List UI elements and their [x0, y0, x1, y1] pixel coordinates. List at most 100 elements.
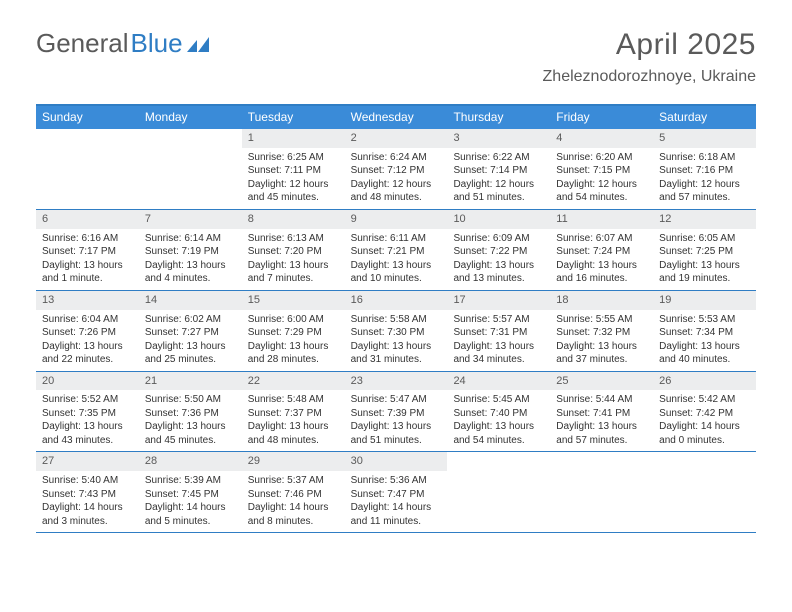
sunset-text: Sunset: 7:36 PM	[145, 407, 236, 421]
day-content: Sunrise: 5:37 AMSunset: 7:46 PMDaylight:…	[242, 471, 345, 532]
day-cell: 21Sunrise: 5:50 AMSunset: 7:36 PMDayligh…	[139, 372, 242, 452]
sunset-text: Sunset: 7:24 PM	[556, 245, 647, 259]
day-number: 30	[345, 452, 448, 471]
sunrise-text: Sunrise: 6:09 AM	[453, 232, 544, 246]
daylight-text: Daylight: 13 hours and 13 minutes.	[453, 259, 544, 286]
day-content: Sunrise: 6:18 AMSunset: 7:16 PMDaylight:…	[653, 148, 756, 209]
daylight-text: Daylight: 13 hours and 16 minutes.	[556, 259, 647, 286]
day-cell: 23Sunrise: 5:47 AMSunset: 7:39 PMDayligh…	[345, 372, 448, 452]
day-content: Sunrise: 6:24 AMSunset: 7:12 PMDaylight:…	[345, 148, 448, 209]
sunrise-text: Sunrise: 6:25 AM	[248, 151, 339, 165]
day-cell: 3Sunrise: 6:22 AMSunset: 7:14 PMDaylight…	[447, 129, 550, 209]
day-content: Sunrise: 5:42 AMSunset: 7:42 PMDaylight:…	[653, 390, 756, 451]
day-cell: 19Sunrise: 5:53 AMSunset: 7:34 PMDayligh…	[653, 291, 756, 371]
daylight-text: Daylight: 14 hours and 8 minutes.	[248, 501, 339, 528]
sunset-text: Sunset: 7:47 PM	[351, 488, 442, 502]
daylight-text: Daylight: 13 hours and 7 minutes.	[248, 259, 339, 286]
day-content: Sunrise: 5:45 AMSunset: 7:40 PMDaylight:…	[447, 390, 550, 451]
day-number: 28	[139, 452, 242, 471]
sunset-text: Sunset: 7:42 PM	[659, 407, 750, 421]
day-cell: 1Sunrise: 6:25 AMSunset: 7:11 PMDaylight…	[242, 129, 345, 209]
day-cell: 13Sunrise: 6:04 AMSunset: 7:26 PMDayligh…	[36, 291, 139, 371]
sunset-text: Sunset: 7:20 PM	[248, 245, 339, 259]
weekday-header: Saturday	[653, 106, 756, 129]
day-number: 8	[242, 210, 345, 229]
sunset-text: Sunset: 7:46 PM	[248, 488, 339, 502]
sunset-text: Sunset: 7:43 PM	[42, 488, 133, 502]
page-header: GeneralBlue April 2025 Zheleznodorozhnoy…	[0, 0, 792, 96]
day-cell	[447, 452, 550, 532]
sunrise-text: Sunrise: 5:39 AM	[145, 474, 236, 488]
sunrise-text: Sunrise: 5:58 AM	[351, 313, 442, 327]
sunrise-text: Sunrise: 6:24 AM	[351, 151, 442, 165]
day-cell	[139, 129, 242, 209]
day-cell: 24Sunrise: 5:45 AMSunset: 7:40 PMDayligh…	[447, 372, 550, 452]
sunrise-text: Sunrise: 6:07 AM	[556, 232, 647, 246]
day-content: Sunrise: 5:48 AMSunset: 7:37 PMDaylight:…	[242, 390, 345, 451]
sunset-text: Sunset: 7:27 PM	[145, 326, 236, 340]
day-number: 24	[447, 372, 550, 391]
sunset-text: Sunset: 7:39 PM	[351, 407, 442, 421]
calendar-grid: Sunday Monday Tuesday Wednesday Thursday…	[36, 104, 756, 533]
day-content: Sunrise: 6:09 AMSunset: 7:22 PMDaylight:…	[447, 229, 550, 290]
daylight-text: Daylight: 13 hours and 31 minutes.	[351, 340, 442, 367]
day-number: 12	[653, 210, 756, 229]
sunrise-text: Sunrise: 6:02 AM	[145, 313, 236, 327]
day-number: 17	[447, 291, 550, 310]
sunrise-text: Sunrise: 5:42 AM	[659, 393, 750, 407]
day-content: Sunrise: 5:57 AMSunset: 7:31 PMDaylight:…	[447, 310, 550, 371]
day-cell: 25Sunrise: 5:44 AMSunset: 7:41 PMDayligh…	[550, 372, 653, 452]
week-row: 13Sunrise: 6:04 AMSunset: 7:26 PMDayligh…	[36, 291, 756, 372]
day-cell: 7Sunrise: 6:14 AMSunset: 7:19 PMDaylight…	[139, 210, 242, 290]
day-cell: 12Sunrise: 6:05 AMSunset: 7:25 PMDayligh…	[653, 210, 756, 290]
day-cell: 30Sunrise: 5:36 AMSunset: 7:47 PMDayligh…	[345, 452, 448, 532]
day-cell: 22Sunrise: 5:48 AMSunset: 7:37 PMDayligh…	[242, 372, 345, 452]
day-content: Sunrise: 5:53 AMSunset: 7:34 PMDaylight:…	[653, 310, 756, 371]
day-cell: 26Sunrise: 5:42 AMSunset: 7:42 PMDayligh…	[653, 372, 756, 452]
daylight-text: Daylight: 13 hours and 57 minutes.	[556, 420, 647, 447]
daylight-text: Daylight: 12 hours and 54 minutes.	[556, 178, 647, 205]
day-content: Sunrise: 6:07 AMSunset: 7:24 PMDaylight:…	[550, 229, 653, 290]
sunset-text: Sunset: 7:25 PM	[659, 245, 750, 259]
sunrise-text: Sunrise: 5:40 AM	[42, 474, 133, 488]
sunrise-text: Sunrise: 5:37 AM	[248, 474, 339, 488]
sunrise-text: Sunrise: 5:45 AM	[453, 393, 544, 407]
day-content: Sunrise: 5:44 AMSunset: 7:41 PMDaylight:…	[550, 390, 653, 451]
daylight-text: Daylight: 13 hours and 4 minutes.	[145, 259, 236, 286]
daylight-text: Daylight: 13 hours and 45 minutes.	[145, 420, 236, 447]
day-cell: 20Sunrise: 5:52 AMSunset: 7:35 PMDayligh…	[36, 372, 139, 452]
daylight-text: Daylight: 13 hours and 19 minutes.	[659, 259, 750, 286]
day-content: Sunrise: 6:05 AMSunset: 7:25 PMDaylight:…	[653, 229, 756, 290]
month-title: April 2025	[543, 28, 756, 62]
logo: GeneralBlue	[36, 28, 213, 59]
day-content: Sunrise: 6:00 AMSunset: 7:29 PMDaylight:…	[242, 310, 345, 371]
sunrise-text: Sunrise: 5:53 AM	[659, 313, 750, 327]
day-cell	[653, 452, 756, 532]
sunrise-text: Sunrise: 5:55 AM	[556, 313, 647, 327]
day-cell: 6Sunrise: 6:16 AMSunset: 7:17 PMDaylight…	[36, 210, 139, 290]
daylight-text: Daylight: 13 hours and 34 minutes.	[453, 340, 544, 367]
sunrise-text: Sunrise: 5:57 AM	[453, 313, 544, 327]
sunset-text: Sunset: 7:32 PM	[556, 326, 647, 340]
daylight-text: Daylight: 13 hours and 40 minutes.	[659, 340, 750, 367]
sunrise-text: Sunrise: 6:20 AM	[556, 151, 647, 165]
day-content: Sunrise: 6:02 AMSunset: 7:27 PMDaylight:…	[139, 310, 242, 371]
day-content: Sunrise: 5:55 AMSunset: 7:32 PMDaylight:…	[550, 310, 653, 371]
logo-text-2: Blue	[131, 28, 183, 59]
sunset-text: Sunset: 7:17 PM	[42, 245, 133, 259]
day-number: 6	[36, 210, 139, 229]
day-cell: 2Sunrise: 6:24 AMSunset: 7:12 PMDaylight…	[345, 129, 448, 209]
sunset-text: Sunset: 7:15 PM	[556, 164, 647, 178]
weekday-header: Friday	[550, 106, 653, 129]
day-content: Sunrise: 6:14 AMSunset: 7:19 PMDaylight:…	[139, 229, 242, 290]
day-cell: 18Sunrise: 5:55 AMSunset: 7:32 PMDayligh…	[550, 291, 653, 371]
daylight-text: Daylight: 14 hours and 5 minutes.	[145, 501, 236, 528]
weekday-header: Thursday	[447, 106, 550, 129]
day-number: 14	[139, 291, 242, 310]
daylight-text: Daylight: 12 hours and 48 minutes.	[351, 178, 442, 205]
day-cell: 27Sunrise: 5:40 AMSunset: 7:43 PMDayligh…	[36, 452, 139, 532]
day-number: 5	[653, 129, 756, 148]
sunrise-text: Sunrise: 5:52 AM	[42, 393, 133, 407]
weekday-header: Monday	[139, 106, 242, 129]
sunrise-text: Sunrise: 5:50 AM	[145, 393, 236, 407]
